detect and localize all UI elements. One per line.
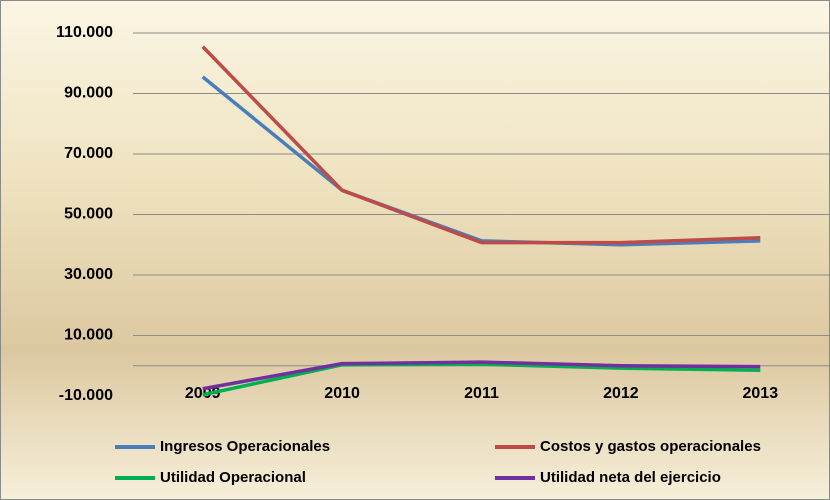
y-tick-label: 10.000 (64, 327, 113, 344)
legend-label: Ingresos Operacionales (160, 438, 330, 455)
y-tick-label: 30.000 (64, 266, 113, 283)
y-tick-label: 110.000 (56, 24, 113, 41)
x-tick-label: 2012 (603, 385, 639, 402)
x-tick-label: 2013 (743, 385, 779, 402)
series-line (201, 45, 761, 245)
x-tick-label: 2011 (464, 385, 499, 402)
x-tick-label: 2010 (324, 385, 360, 402)
y-tick-label: 90.000 (64, 85, 113, 102)
series-line (202, 360, 761, 391)
legend-label: Utilidad Operacional (160, 469, 306, 486)
legend-label: Utilidad neta del ejercicio (540, 469, 721, 486)
legend-label: Costos y gastos operacionales (540, 438, 761, 455)
y-tick-label: -10.000 (59, 387, 113, 404)
series-line (202, 362, 761, 397)
y-tick-label: 70.000 (64, 145, 113, 162)
y-tick-label: 50.000 (64, 206, 113, 223)
